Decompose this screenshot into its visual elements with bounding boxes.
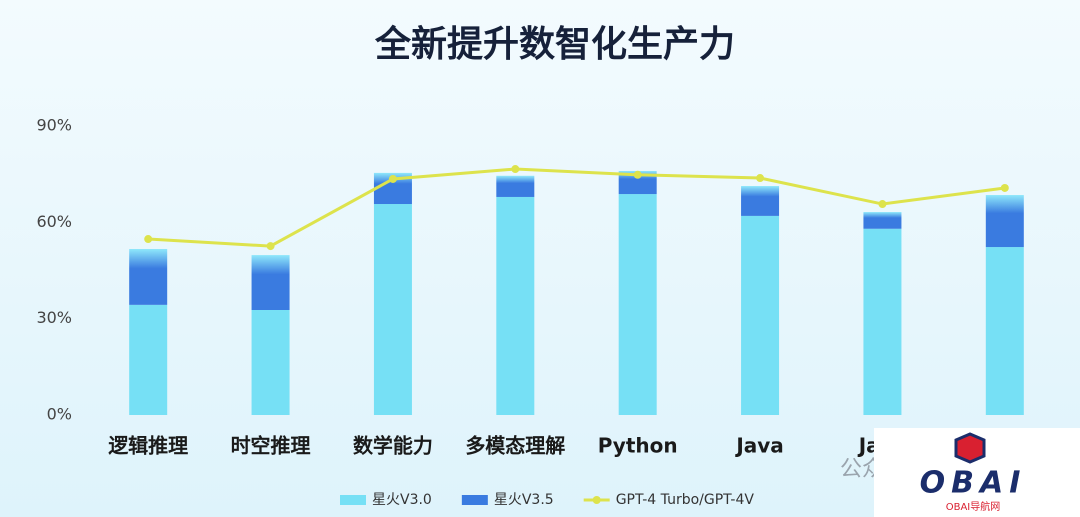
line-point xyxy=(266,242,275,251)
bar-segment xyxy=(985,195,1024,248)
x-tick-label: Java xyxy=(734,434,783,458)
line-point xyxy=(756,174,765,183)
bar-segment xyxy=(251,255,290,310)
legend-swatch xyxy=(461,495,488,505)
y-tick-label: 90% xyxy=(36,116,72,135)
logo-icon xyxy=(954,432,986,464)
x-tick-label: 时空推理 xyxy=(231,434,311,458)
x-tick-label: 逻辑推理 xyxy=(108,434,188,458)
legend-label: 星火V3.0 xyxy=(372,492,432,508)
line-series xyxy=(148,167,1006,248)
x-tick-label: 多模态理解 xyxy=(465,434,565,458)
bar-segment xyxy=(863,228,902,415)
line-point xyxy=(144,235,153,244)
logo-text: OBAI xyxy=(920,466,1027,501)
bar-segment xyxy=(618,170,657,195)
bar-segment xyxy=(129,248,168,305)
bar-segment xyxy=(985,247,1024,415)
bar-segment xyxy=(373,204,412,415)
legend-label: GPT-4 Turbo/GPT-4V xyxy=(616,492,755,508)
x-tick-label: 数学能力 xyxy=(353,434,433,458)
y-tick-label: 0% xyxy=(47,405,72,424)
bar-segment xyxy=(741,186,780,216)
line-point xyxy=(511,165,520,174)
x-tick-label: Python xyxy=(598,434,678,458)
bar-segment xyxy=(251,309,290,415)
bar-segment xyxy=(741,215,780,415)
line-point xyxy=(388,174,397,183)
chart-title: 全新提升数智化生产力 xyxy=(374,23,735,65)
bar-segment xyxy=(129,304,168,415)
y-tick-label: 60% xyxy=(36,212,72,231)
logo-subtext: OBAI导航网 xyxy=(946,500,1001,513)
bar-segment xyxy=(618,194,657,415)
legend-swatch xyxy=(340,495,366,505)
y-tick-label: 30% xyxy=(36,308,72,327)
legend-swatch xyxy=(592,496,601,504)
bar-segment xyxy=(496,175,535,197)
bar-segment xyxy=(863,212,902,229)
line-point xyxy=(633,170,642,179)
line-point xyxy=(878,200,887,209)
line-point xyxy=(1000,183,1009,192)
legend-label: 星火V3.5 xyxy=(494,492,554,508)
bar-segment xyxy=(496,196,535,415)
watermark-logo: OBAI OBAI导航网 xyxy=(874,428,1080,517)
